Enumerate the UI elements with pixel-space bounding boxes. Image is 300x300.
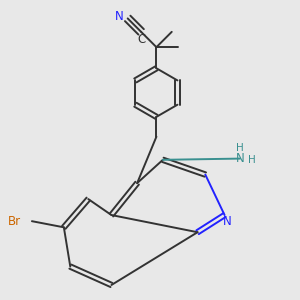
Text: N: N xyxy=(115,11,124,23)
Text: N: N xyxy=(223,215,231,228)
Text: N: N xyxy=(236,152,244,165)
Text: H: H xyxy=(236,143,244,153)
Text: C: C xyxy=(137,33,145,46)
Text: Br: Br xyxy=(8,215,21,228)
Text: H: H xyxy=(248,155,256,165)
